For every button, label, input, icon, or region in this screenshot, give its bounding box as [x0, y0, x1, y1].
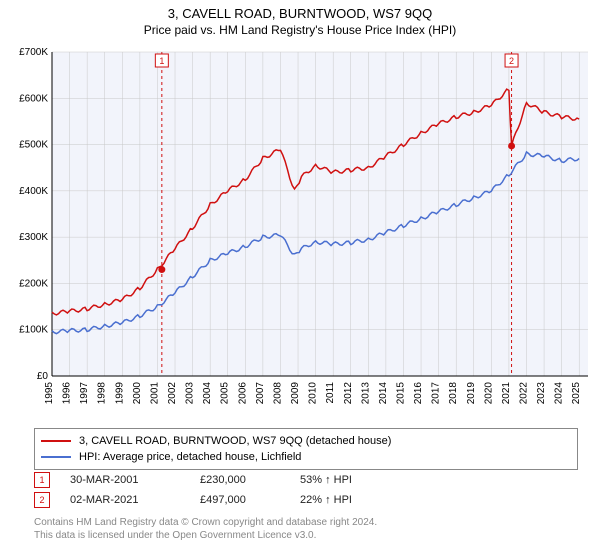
legend-swatch-property [41, 440, 71, 442]
sale-marker-2: 2 [34, 492, 50, 508]
svg-text:2017: 2017 [431, 382, 442, 405]
sales-table: 1 30-MAR-2001 £230,000 53% ↑ HPI 2 02-MA… [34, 470, 420, 510]
svg-text:2018: 2018 [448, 382, 459, 405]
sale-marker-1: 1 [34, 472, 50, 488]
svg-text:2023: 2023 [536, 382, 547, 405]
svg-text:2022: 2022 [518, 382, 529, 405]
svg-text:2011: 2011 [325, 382, 336, 404]
sale-delta-1: 53% ↑ HPI [300, 474, 420, 486]
svg-text:1998: 1998 [97, 382, 108, 405]
svg-text:£300K: £300K [19, 232, 48, 243]
svg-text:2004: 2004 [202, 382, 213, 405]
sale-date-1: 30-MAR-2001 [70, 474, 200, 486]
legend-label-hpi: HPI: Average price, detached house, Lich… [79, 451, 301, 463]
svg-text:£0: £0 [37, 371, 49, 382]
svg-text:£700K: £700K [19, 47, 48, 58]
sale-price-1: £230,000 [200, 474, 300, 486]
svg-text:2014: 2014 [378, 382, 389, 405]
svg-text:2015: 2015 [395, 382, 406, 405]
attribution-line1: Contains HM Land Registry data © Crown c… [34, 516, 377, 529]
svg-text:2005: 2005 [220, 382, 231, 405]
sale-row-1: 1 30-MAR-2001 £230,000 53% ↑ HPI [34, 470, 420, 490]
svg-text:2008: 2008 [272, 382, 283, 405]
svg-text:2024: 2024 [554, 382, 565, 405]
svg-text:£500K: £500K [19, 140, 48, 151]
svg-text:£600K: £600K [19, 93, 48, 104]
legend-item-hpi: HPI: Average price, detached house, Lich… [41, 449, 571, 465]
svg-text:2016: 2016 [413, 382, 424, 405]
svg-text:£100K: £100K [19, 325, 48, 336]
svg-text:2019: 2019 [466, 382, 477, 405]
legend-label-property: 3, CAVELL ROAD, BURNTWOOD, WS7 9QQ (deta… [79, 435, 391, 447]
svg-text:£200K: £200K [19, 278, 48, 289]
plot-area: £0 £100K £200K £300K £400K £500K £600K £700K 199… [6, 44, 594, 422]
sale-delta-2: 22% ↑ HPI [300, 494, 420, 506]
chart-subtitle: Price paid vs. HM Land Registry's House … [0, 23, 600, 37]
legend: 3, CAVELL ROAD, BURNTWOOD, WS7 9QQ (deta… [34, 428, 578, 470]
svg-text:2006: 2006 [237, 382, 248, 405]
legend-item-property: 3, CAVELL ROAD, BURNTWOOD, WS7 9QQ (deta… [41, 433, 571, 449]
svg-text:2025: 2025 [571, 382, 582, 405]
chart-title: 3, CAVELL ROAD, BURNTWOOD, WS7 9QQ [0, 6, 600, 21]
svg-text:2009: 2009 [290, 382, 301, 405]
svg-text:2020: 2020 [483, 382, 494, 405]
svg-text:2007: 2007 [255, 382, 266, 405]
attribution: Contains HM Land Registry data © Crown c… [34, 516, 377, 542]
chart-container: 3, CAVELL ROAD, BURNTWOOD, WS7 9QQ Price… [0, 0, 600, 560]
sale-date-2: 02-MAR-2021 [70, 494, 200, 506]
svg-text:2001: 2001 [149, 382, 160, 405]
title-block: 3, CAVELL ROAD, BURNTWOOD, WS7 9QQ Price… [0, 0, 600, 37]
svg-text:1999: 1999 [114, 382, 125, 405]
svg-text:2: 2 [509, 56, 514, 66]
attribution-line2: This data is licensed under the Open Gov… [34, 529, 377, 542]
svg-text:2003: 2003 [185, 382, 196, 405]
svg-text:1997: 1997 [79, 382, 90, 405]
svg-text:1995: 1995 [44, 382, 55, 405]
svg-text:£400K: £400K [19, 186, 48, 197]
legend-swatch-hpi [41, 456, 71, 458]
svg-text:1: 1 [159, 56, 164, 66]
svg-text:2002: 2002 [167, 382, 178, 405]
svg-text:2010: 2010 [308, 382, 319, 405]
chart-svg: £0 £100K £200K £300K £400K £500K £600K £700K 199… [6, 44, 594, 422]
svg-text:1996: 1996 [62, 382, 73, 405]
svg-text:2000: 2000 [132, 382, 143, 405]
svg-text:2013: 2013 [360, 382, 371, 405]
sale-row-2: 2 02-MAR-2021 £497,000 22% ↑ HPI [34, 490, 420, 510]
svg-text:2012: 2012 [343, 382, 354, 405]
sale-price-2: £497,000 [200, 494, 300, 506]
svg-text:2021: 2021 [501, 382, 512, 405]
